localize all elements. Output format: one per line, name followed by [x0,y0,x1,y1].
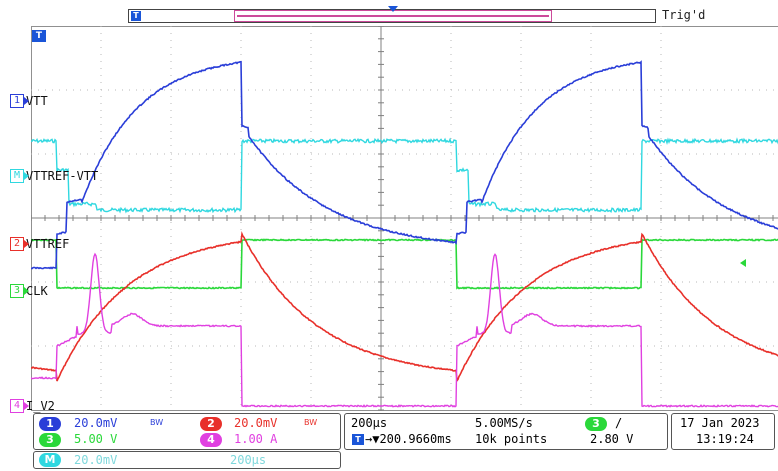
channel-4-label: I_V2 [26,399,55,413]
sample-rate: 5.00MS/s [475,416,533,430]
record-overview-bar: T Trig'd [0,0,778,26]
channel-1-label: VTT [26,94,48,108]
math-scale-panel[interactable]: M 20.0mV 200μs [33,451,341,469]
channel-4-badge-readout: 4 [200,433,222,447]
graticule [31,26,778,411]
channel-3-label: CLK [26,284,48,298]
math-badge-readout: M [39,453,61,467]
trigger-position-icon: T [352,434,364,445]
channel-1-scale[interactable]: 20.0mV [74,416,118,430]
traces [31,60,778,408]
trigger-level[interactable]: 2.80 V [590,432,634,446]
horizontal-delay[interactable]: →▼200.9660ms [365,432,452,446]
math-channel-badge: M [10,169,29,183]
channel-2-badge-readout: 2 [200,417,222,431]
math-timebase[interactable]: 200μs [230,453,267,467]
bandwidth-limit-icon: BW [304,418,318,427]
channel-3-scale[interactable]: 5.00 V [74,432,118,446]
channel-4-marker[interactable]: 4 I_V2 [10,398,55,414]
channel-2-scale[interactable]: 20.0mV [234,416,278,430]
channel-4-badge: 4 [10,399,29,413]
horizontal-trigger-panel[interactable]: 200μs 5.00MS/s 3 / T →▼200.9660ms 10k po… [344,413,668,450]
channel-3-badge: 3 [10,284,29,298]
date-time-panel: 17 Jan 2023 13:19:24 [671,413,775,450]
record-length[interactable]: 10k points [475,432,548,446]
trigger-level-marker-icon[interactable] [740,259,746,267]
trigger-point-marker-icon [388,6,398,12]
channel-2-label: VTTREF [26,237,70,251]
math-trace [31,137,778,214]
waveform-display[interactable] [31,26,778,411]
channel-1-trace [31,60,778,270]
waveform-canvas [31,26,778,411]
math-channel-label: VTTREF-VTT [26,169,99,183]
time: 13:19:24 [696,432,754,446]
channel-2-badge: 2 [10,237,29,251]
channel-1-badge: 1 [10,94,29,108]
bandwidth-limit-icon: BW [150,418,164,427]
date: 17 Jan 2023 [680,416,760,430]
trigger-status: Trig'd [662,8,706,22]
channel-3-trace [31,238,778,290]
channel-2-marker[interactable]: 2 VTTREF [10,236,69,252]
math-channel-marker[interactable]: M VTTREF-VTT [10,168,98,184]
channel-1-badge-readout: 1 [39,417,61,431]
rising-edge-icon[interactable]: / [615,416,623,430]
timebase-scale[interactable]: 200μs [351,416,388,430]
channel-4-trace [31,252,778,408]
channel-3-marker[interactable]: 3 CLK [10,283,48,299]
horizontal-position-icon: T [32,30,46,42]
channel-4-scale[interactable]: 1.00 A [234,432,278,446]
math-scale[interactable]: 20.0mV [74,453,118,467]
channel-2-trace [31,231,778,383]
trigger-source-badge[interactable]: 3 [585,417,607,431]
channel-3-badge-readout: 3 [39,433,61,447]
channel-1-marker[interactable]: 1 VTT [10,93,48,109]
trigger-position-icon: T [131,11,141,21]
channel-scale-panel[interactable]: 1 20.0mV BW 2 20.0mV BW 3 5.00 V 4 1.00 … [33,413,341,450]
